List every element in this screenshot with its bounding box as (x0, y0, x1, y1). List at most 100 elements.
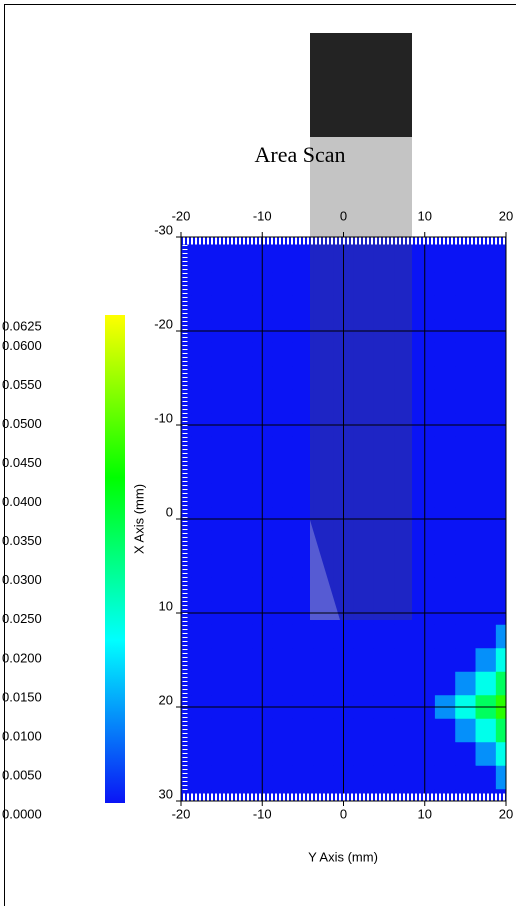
heat-cell (313, 718, 334, 743)
heat-cell (181, 295, 192, 320)
colorbar-label: 0.0100 (2, 728, 42, 743)
heat-cell (272, 342, 294, 367)
heat-cell (231, 671, 253, 696)
heat-cell (475, 389, 497, 414)
heat-cell (394, 554, 416, 579)
heat-cell (191, 342, 212, 367)
heat-cell (191, 295, 212, 320)
heat-cell (313, 554, 334, 579)
heat-cell (455, 624, 477, 649)
heat-cell (475, 624, 497, 649)
heat-cell (272, 389, 294, 414)
heat-cell (353, 436, 375, 461)
heat-cell (211, 295, 233, 320)
heat-cell (353, 460, 375, 485)
heat-cell (373, 483, 395, 508)
heat-cell (191, 389, 212, 414)
heat-cell (353, 765, 375, 790)
chart-title: Area Scan (254, 142, 345, 167)
heat-cell (191, 789, 212, 801)
x-tick-label: 10 (418, 806, 432, 821)
heat-cell (292, 648, 314, 673)
heat-cell (292, 577, 314, 602)
heat-cell (475, 248, 497, 273)
heat-cell (313, 671, 334, 696)
heat-cell (231, 554, 253, 579)
heat-cell (231, 342, 253, 367)
heat-cell (434, 483, 456, 508)
heat-cell (455, 718, 477, 743)
x-tick-label-top: 20 (499, 208, 513, 223)
heat-cell (272, 366, 294, 391)
heat-cell (313, 765, 334, 790)
heat-cell (434, 624, 456, 649)
heat-cell (292, 389, 314, 414)
y-axis-title: X Axis (mm) (131, 484, 146, 554)
heat-cell (373, 554, 395, 579)
heat-cell (495, 671, 506, 696)
heat-cell (495, 342, 506, 367)
heat-cell (211, 483, 233, 508)
heat-cell (181, 248, 192, 273)
heat-cell (211, 389, 233, 414)
axes: -20-20-10-100010102020-30-20-1001020300.… (2, 208, 513, 821)
heat-cell (211, 577, 233, 602)
heat-cell (211, 765, 233, 790)
heat-cell (292, 295, 314, 320)
heat-cell (211, 436, 233, 461)
heat-cell (434, 577, 456, 602)
heat-cell (353, 554, 375, 579)
heat-cell (475, 272, 497, 297)
heat-cell (353, 342, 375, 367)
colorbar-label: 0.0450 (2, 455, 42, 470)
heat-cell (353, 577, 375, 602)
heat-cell (231, 765, 253, 790)
heat-cell (475, 648, 497, 673)
heat-cell (353, 366, 375, 391)
heat-cell (313, 436, 334, 461)
colorbar-label: 0.0200 (2, 650, 42, 665)
heat-cell (455, 366, 477, 391)
x-tick-label: -10 (253, 806, 272, 821)
heat-cell (373, 460, 395, 485)
heat-cell (373, 272, 395, 297)
heat-cell (231, 624, 253, 649)
heat-cell (455, 272, 477, 297)
heat-cell (373, 248, 395, 273)
heat-cell (373, 718, 395, 743)
heat-cell (313, 295, 334, 320)
heat-cell (181, 366, 192, 391)
heat-cell (373, 295, 395, 320)
y-tick-label: -30 (154, 222, 173, 237)
heat-cell (394, 671, 416, 696)
heat-cell (353, 295, 375, 320)
heat-cell (475, 460, 497, 485)
heat-cell (455, 577, 477, 602)
heat-cell (495, 272, 506, 297)
heat-cell (181, 272, 192, 297)
heat-cell (455, 789, 477, 801)
heat-cell (434, 765, 456, 790)
heat-cell (353, 389, 375, 414)
heat-cell (394, 648, 416, 673)
heat-cell (373, 742, 395, 767)
heat-cell (475, 483, 497, 508)
heat-cell (353, 742, 375, 767)
heat-cell (394, 436, 416, 461)
heat-cell (181, 483, 192, 508)
y-tick-label: -10 (154, 410, 173, 425)
heat-cell (181, 554, 192, 579)
heat-cell (495, 648, 506, 673)
heat-cell (373, 436, 395, 461)
heat-cell (292, 530, 314, 555)
heat-cell (373, 624, 395, 649)
y-tick-label: 20 (159, 692, 173, 707)
heat-cell (181, 624, 192, 649)
heat-cell (495, 295, 506, 320)
heat-cell (434, 671, 456, 696)
heat-cell (495, 483, 506, 508)
heat-cell (292, 624, 314, 649)
heat-cell (191, 765, 212, 790)
heat-cell (313, 272, 334, 297)
heat-cell (191, 624, 212, 649)
